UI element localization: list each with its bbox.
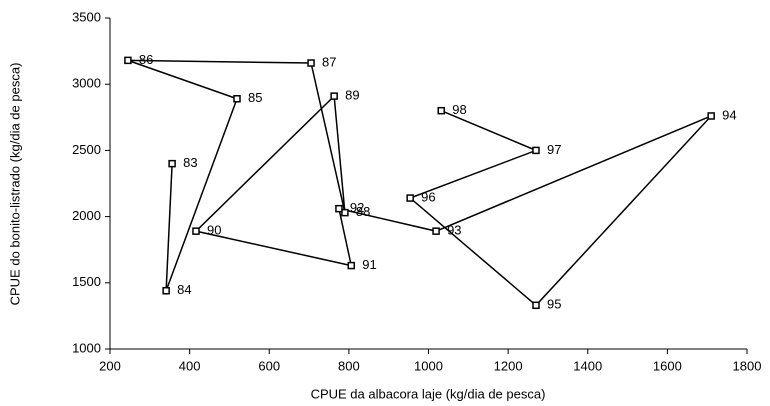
marker: [330, 92, 338, 100]
marker: [192, 227, 200, 235]
point-label: 87: [322, 54, 336, 69]
y-tick-label: 3500: [72, 9, 101, 24]
point-label: 83: [183, 155, 197, 170]
x-tick-label: 1400: [573, 358, 602, 373]
marker: [168, 159, 176, 168]
marker: [532, 301, 540, 310]
y-tick-label: 2500: [72, 142, 101, 157]
y-tick-label: 1500: [72, 274, 101, 289]
x-axis-label: CPUE da albacora laje (kg/dia de pesca): [311, 386, 546, 401]
marker: [707, 112, 715, 120]
y-axis-label: CPUE do bonito-listrado (kg/dia de pesca…: [7, 63, 22, 306]
y-tick-label: 2000: [72, 208, 101, 223]
point-label: 94: [722, 107, 736, 122]
x-tick-label: 1800: [733, 358, 762, 373]
x-tick-label: 400: [179, 358, 201, 373]
marker: [341, 208, 349, 217]
point-label: 91: [362, 257, 376, 272]
point-label: 88: [356, 204, 370, 219]
x-tick-label: 1600: [653, 358, 682, 373]
marker: [124, 56, 132, 65]
point-label: 89: [345, 88, 359, 103]
point-label: 90: [207, 223, 221, 238]
point-label: 92: [350, 200, 364, 215]
marker: [307, 59, 315, 67]
x-tick-label: 200: [99, 358, 121, 373]
point-label: 98: [452, 102, 466, 117]
marker: [406, 194, 414, 202]
marker: [162, 286, 170, 295]
point-label: 95: [547, 297, 561, 312]
point-label: 97: [547, 142, 561, 157]
point-label: 93: [447, 223, 461, 238]
y-tick-label: 1000: [72, 340, 101, 355]
point-label: 96: [421, 190, 435, 205]
line: [127, 59, 712, 307]
x-tick-label: 800: [338, 358, 360, 373]
marker: [437, 106, 445, 115]
point-label: 86: [139, 52, 153, 67]
marker: [532, 146, 540, 155]
marker: [233, 95, 241, 103]
marker: [347, 261, 356, 270]
y-tick-label: 3000: [72, 76, 101, 91]
marker: [432, 227, 440, 235]
point-label: 85: [248, 90, 262, 105]
marker: [335, 204, 343, 213]
point-label: 84: [177, 282, 191, 297]
x-tick-label: 1200: [494, 358, 523, 373]
x-tick-label: 1000: [414, 358, 443, 373]
x-tick-label: 600: [258, 358, 280, 373]
